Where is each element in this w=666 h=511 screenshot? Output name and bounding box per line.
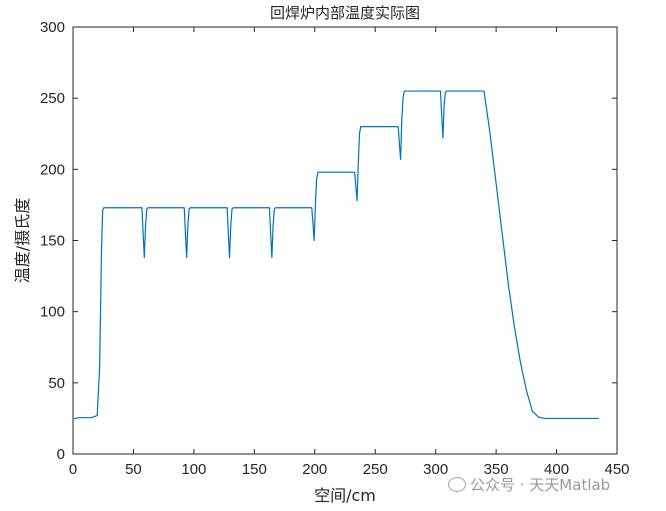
y-tick-label: 200 [40,161,65,178]
x-tick-label: 50 [125,461,142,478]
y-tick-label: 150 [40,233,65,250]
y-tick-label: 100 [40,304,65,321]
watermark-text: 公众号 · 天天Matlab [470,476,611,494]
plot-area [72,26,618,455]
wechat-icon [448,477,466,492]
chart-title: 回焊炉内部温度实际图 [270,4,420,22]
y-tick-label: 50 [48,375,65,392]
x-tick-label: 200 [302,461,327,478]
x-tick-label: 400 [544,461,569,478]
tick-labels: 0 50 100 150 200 250 300 350 400 450 0 50 100 150 200 2… [40,19,630,478]
x-tick-label: 250 [363,461,388,478]
watermark: 公众号 · 天天Matlab [448,474,610,495]
x-tick-label: 0 [69,461,77,478]
y-tick-label: 0 [57,446,65,463]
y-tick-label: 250 [40,90,65,107]
temperature-series-line [73,90,599,420]
x-tick-label: 150 [242,461,267,478]
axis-ticks [72,26,618,455]
y-axis-title: 温度/摄氏度 [13,198,32,283]
x-tick-label: 350 [484,461,509,478]
x-tick-label: 100 [181,461,206,478]
y-tick-label: 300 [40,19,65,36]
x-tick-label: 300 [423,461,448,478]
x-axis-title: 空间/cm [314,486,376,505]
x-tick-label: 450 [604,461,629,478]
